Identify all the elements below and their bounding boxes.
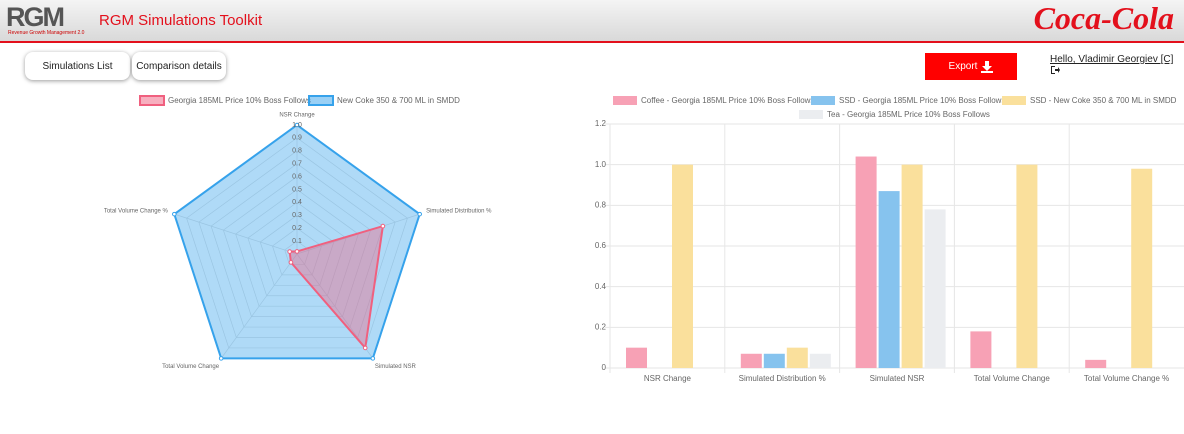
bar bbox=[901, 164, 923, 368]
radial-tick-label: 0.7 bbox=[292, 161, 302, 168]
grid-ring bbox=[235, 189, 359, 307]
export-button[interactable]: Export bbox=[925, 53, 1017, 80]
radar-point bbox=[288, 260, 294, 265]
bar bbox=[1131, 168, 1153, 368]
bar bbox=[855, 156, 877, 368]
radial-tick-label: 0.3 bbox=[292, 212, 302, 219]
radar-area bbox=[173, 123, 421, 360]
legend-label: Georgia 185ML Price 10% Boss Follows bbox=[168, 96, 311, 105]
bar bbox=[763, 353, 785, 368]
bar bbox=[924, 209, 946, 368]
grid-ring bbox=[272, 227, 322, 276]
y-tick-label: 0 bbox=[602, 363, 607, 372]
user-greeting[interactable]: Hello, Vladimir Georgiev [C] bbox=[1050, 54, 1184, 78]
axis-label: Simulated NSR bbox=[375, 364, 417, 370]
axis-label: Total Volume Change bbox=[162, 364, 220, 370]
legend-swatch bbox=[308, 95, 334, 106]
legend-label: SSD - New Coke 350 & 700 ML in SMDD bbox=[1030, 96, 1177, 105]
bar bbox=[740, 353, 762, 368]
radial-tick-label: 0.1 bbox=[292, 238, 302, 245]
grid-ring bbox=[198, 150, 396, 338]
axis-label: Total Volume Change % bbox=[104, 209, 169, 215]
y-tick-label: 0.8 bbox=[595, 200, 607, 209]
y-tick-label: 1.2 bbox=[595, 119, 607, 128]
y-tick-label: 1.0 bbox=[595, 160, 607, 169]
y-tick-label: 0.2 bbox=[595, 322, 607, 331]
x-tick-label: NSR Change bbox=[644, 374, 692, 383]
x-tick-label: Simulated NSR bbox=[870, 374, 925, 383]
radar-point bbox=[172, 211, 177, 217]
export-label: Export bbox=[948, 61, 978, 72]
grid-ring bbox=[210, 163, 384, 328]
legend-swatch bbox=[799, 110, 823, 119]
legend-label: New Coke 350 & 700 ML in SMDD bbox=[337, 96, 460, 105]
legend-label: SSD - Georgia 185ML Price 10% Boss Follo… bbox=[839, 96, 1005, 105]
spoke bbox=[174, 213, 298, 255]
download-icon bbox=[981, 60, 994, 73]
brand-logo: Coca-Cola bbox=[1033, 0, 1174, 36]
radar-point bbox=[370, 356, 376, 361]
legend-swatch bbox=[613, 96, 637, 105]
simulations-list-button[interactable]: Simulations List bbox=[25, 52, 130, 80]
radial-tick-label: 0.4 bbox=[292, 199, 302, 206]
axis-label: Simulated Distribution % bbox=[426, 209, 492, 215]
x-tick-label: Simulated Distribution % bbox=[739, 374, 826, 383]
y-tick-label: 0.6 bbox=[595, 241, 607, 250]
grid-ring bbox=[259, 214, 335, 286]
header: RGM Revenue Growth Management 2.0 RGM Si… bbox=[0, 0, 1184, 43]
grid-ring bbox=[222, 176, 372, 317]
radar-point bbox=[294, 249, 300, 254]
radar-point bbox=[417, 211, 422, 217]
bar bbox=[1016, 164, 1038, 368]
x-tick-label: Total Volume Change % bbox=[1084, 374, 1169, 383]
radar-point bbox=[294, 122, 300, 128]
legend-label: Tea - Georgia 185ML Price 10% Boss Follo… bbox=[827, 110, 990, 119]
grid-ring bbox=[186, 137, 408, 349]
grid-ring bbox=[247, 201, 347, 297]
x-tick-label: Total Volume Change bbox=[974, 374, 1051, 383]
radial-tick-label: 0.2 bbox=[292, 225, 302, 232]
radar-point bbox=[380, 223, 386, 229]
radial-tick-label: 0.8 bbox=[292, 148, 302, 155]
bar bbox=[809, 353, 831, 368]
legend-label: Coffee - Georgia 185ML Price 10% Boss Fo… bbox=[641, 96, 814, 105]
bar bbox=[878, 191, 900, 368]
legend-swatch bbox=[139, 95, 165, 106]
radar-point bbox=[287, 249, 292, 254]
comparison-details-button[interactable]: Comparison details bbox=[132, 52, 226, 80]
logout-icon bbox=[1051, 66, 1060, 74]
y-tick-label: 0.4 bbox=[595, 282, 607, 291]
radial-tick-label: 0.6 bbox=[292, 173, 302, 180]
legend-swatch bbox=[811, 96, 835, 105]
app-title: RGM Simulations Toolkit bbox=[99, 12, 263, 29]
bar bbox=[970, 331, 992, 368]
logo-subtitle: Revenue Growth Management 2.0 bbox=[8, 30, 85, 36]
radial-tick-label: 1.0 bbox=[292, 122, 302, 129]
radar-point bbox=[218, 356, 224, 361]
axis-label: NSR Change bbox=[279, 113, 315, 119]
bar bbox=[626, 347, 647, 368]
radial-tick-label: 0.9 bbox=[292, 135, 302, 142]
logo[interactable]: RGM bbox=[6, 2, 65, 32]
radial-tick-label: 0.5 bbox=[292, 186, 302, 193]
bar bbox=[786, 347, 808, 368]
radar-point bbox=[362, 345, 368, 351]
bar bbox=[672, 164, 693, 368]
bar bbox=[1085, 359, 1107, 368]
user-name: Hello, Vladimir Georgiev [C] bbox=[1050, 54, 1174, 65]
legend-swatch bbox=[1002, 96, 1026, 105]
spoke bbox=[220, 253, 298, 359]
